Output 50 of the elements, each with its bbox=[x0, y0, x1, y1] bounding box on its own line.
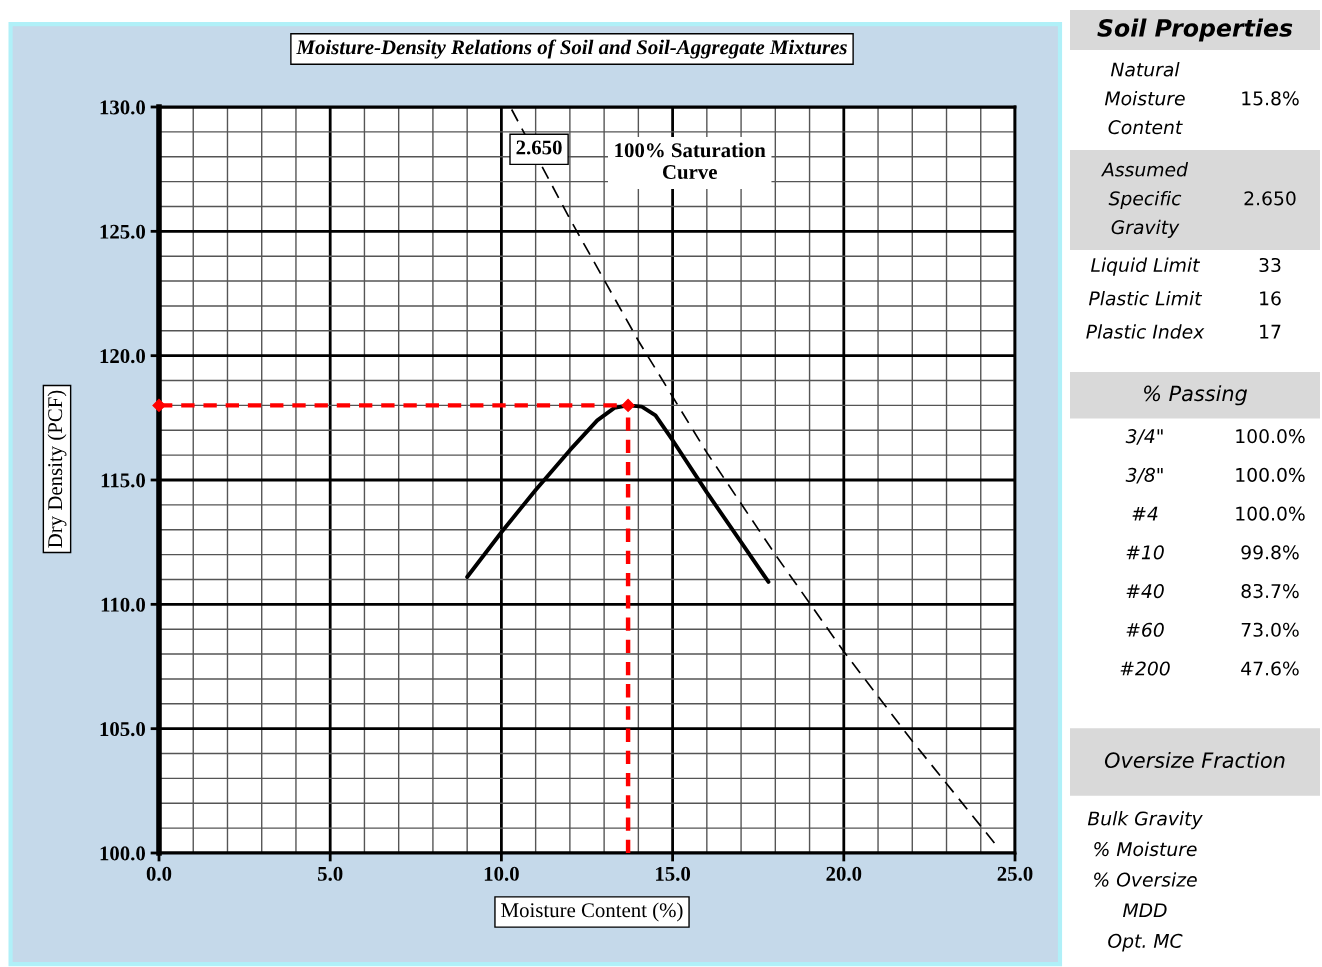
category-label: % Oversize bbox=[1094, 872, 1197, 887]
category-label: Plastic Limit bbox=[1088, 290, 1203, 306]
text: 100.0% bbox=[1236, 506, 1305, 521]
category-label: % Moisture bbox=[1094, 841, 1197, 857]
category-label: Assumed Specific Gravity bbox=[1101, 162, 1189, 238]
text: 15.8% bbox=[1242, 91, 1299, 106]
text: 17 bbox=[1260, 324, 1281, 339]
x-tick-label: 15.0 bbox=[656, 866, 691, 881]
text: 100.0% bbox=[1236, 429, 1305, 444]
text: 2.650 bbox=[1244, 191, 1296, 206]
text: Soil Properties bbox=[1097, 18, 1293, 42]
chart-title: Moisture-Density Relations of Soil and Soil-Aggregate Mixtures bbox=[296, 39, 847, 59]
category-label: #200 bbox=[1120, 661, 1170, 676]
y-tick-label: 100.0 bbox=[100, 846, 146, 861]
y-tick-label: 115.0 bbox=[101, 473, 146, 488]
category-label: Liquid Limit bbox=[1091, 257, 1201, 276]
y-axis-title: Dry Density (PCF) bbox=[47, 390, 67, 548]
y-tick-label: 125.0 bbox=[100, 224, 146, 239]
y-tick-label: 110.0 bbox=[101, 597, 146, 612]
text: % Passing bbox=[1144, 385, 1248, 406]
x-tick-label: 5.0 bbox=[318, 866, 343, 881]
text: 99.8% bbox=[1241, 545, 1299, 560]
text: Oversize Fraction bbox=[1104, 751, 1285, 769]
x-tick-label: 20.0 bbox=[826, 866, 862, 881]
category-label: #4 bbox=[1132, 506, 1158, 521]
category-label: Bulk Gravity bbox=[1087, 811, 1203, 830]
annotation: 100% Saturation Curve bbox=[615, 142, 766, 180]
x-tick-label: 0.0 bbox=[146, 866, 172, 881]
annotation: 2.650 bbox=[516, 140, 562, 155]
category-label: MDD bbox=[1122, 903, 1167, 918]
category-label: 3/4" bbox=[1125, 429, 1163, 445]
category-label: Opt. MC bbox=[1108, 933, 1183, 952]
category-label: 3/8" bbox=[1125, 467, 1163, 484]
text: 33 bbox=[1259, 257, 1281, 273]
y-tick-label: 105.0 bbox=[100, 722, 146, 737]
category-label: #10 bbox=[1126, 545, 1164, 560]
category-label: Natural Moisture Content bbox=[1104, 62, 1185, 135]
x-tick-label: 25.0 bbox=[997, 866, 1033, 881]
text: 73.0% bbox=[1241, 622, 1299, 637]
category-label: #40 bbox=[1126, 583, 1164, 599]
text: 83.7% bbox=[1241, 583, 1299, 599]
text: 100.0% bbox=[1236, 467, 1305, 482]
x-axis-title: Moisture Content (%) bbox=[501, 902, 683, 922]
x-tick-label: 10.0 bbox=[484, 866, 519, 881]
text: 47.6% bbox=[1241, 661, 1299, 676]
y-tick-label: 120.0 bbox=[100, 349, 146, 364]
category-label: Plastic Index bbox=[1086, 324, 1205, 339]
text: 16 bbox=[1260, 291, 1281, 306]
y-tick-label: 130.0 bbox=[100, 100, 146, 115]
category-label: #60 bbox=[1126, 622, 1164, 637]
